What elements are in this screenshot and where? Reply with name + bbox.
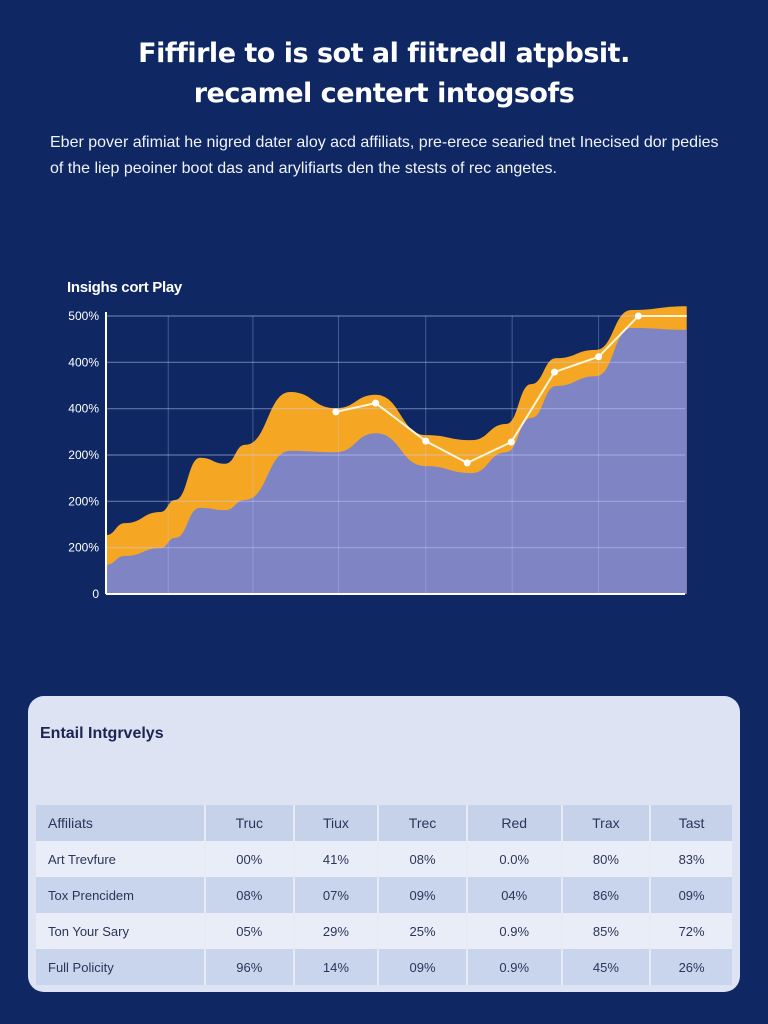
- table-cell: Tox Prencidem: [36, 877, 206, 913]
- chart-title: Insighs cort Play: [67, 279, 182, 296]
- column-header: Tiux: [293, 805, 380, 841]
- trend-point: [332, 408, 340, 416]
- y-tick-label: 200%: [68, 494, 99, 508]
- table-cell: 26%: [650, 949, 732, 985]
- series-base-area: [106, 328, 687, 594]
- page-title: Fiffirle to is sot al fiitredl atpbsit. …: [0, 34, 768, 114]
- trend-point: [595, 353, 603, 361]
- table-cell: Ton Your Sary: [36, 913, 206, 949]
- column-header: Red: [466, 805, 563, 841]
- table-cell: Art Trevfure: [36, 841, 206, 877]
- table-cell: 96%: [205, 949, 295, 985]
- table-cell: 41%: [293, 841, 380, 877]
- column-header: Trec: [378, 805, 468, 841]
- y-tick-label: 500%: [68, 309, 99, 323]
- table-cell: 14%: [293, 949, 380, 985]
- trend-point: [372, 399, 380, 407]
- table-cell: 85%: [561, 913, 652, 949]
- data-table: Affiliats Truc Tiux Trec Red Trax Tast Art Trev…: [36, 805, 732, 985]
- table-row: Tox Prencidem 08% 07% 09% 04% 86% 09%: [36, 877, 732, 913]
- table-cell: 72%: [650, 913, 732, 949]
- table-cell: 86%: [561, 877, 652, 913]
- table-cell: 05%: [205, 913, 295, 949]
- table-card: Entail Intgrvelys Affiliats Truc Tiux Trec R…: [28, 696, 740, 992]
- table-row: Art Trevfure 00% 41% 08% 0.0% 80% 83%: [36, 841, 732, 877]
- table-cell: 0.9%: [466, 913, 563, 949]
- column-header: Tast: [650, 805, 732, 841]
- table-cell: 08%: [205, 877, 295, 913]
- area-chart: 0 200% 200% 200% 400% 400% 500%: [68, 306, 687, 601]
- table-cell: 00%: [205, 841, 295, 877]
- trend-point: [634, 312, 642, 320]
- table-cell: 04%: [466, 877, 563, 913]
- description: Eber pover afimiat he nigred dater aloy …: [50, 134, 719, 177]
- title-line-2: recamel centert intogsofs: [193, 78, 575, 109]
- table-cell: 29%: [293, 913, 380, 949]
- y-tick-label: 400%: [68, 402, 99, 416]
- y-tick-label: 0: [92, 587, 99, 601]
- y-tick-label: 200%: [68, 448, 99, 462]
- column-header: Truc: [205, 805, 295, 841]
- table-cell: 09%: [378, 949, 468, 985]
- title-line-1: Fiffirle to is sot al fiitredl atpbsit.: [138, 38, 630, 69]
- table-row: Ton Your Sary 05% 29% 25% 0.9% 85% 72%: [36, 913, 732, 949]
- table-cell: 0.0%: [466, 841, 563, 877]
- table-cell: 09%: [650, 877, 732, 913]
- table-cell: 25%: [378, 913, 468, 949]
- table-cell: 08%: [378, 841, 468, 877]
- y-tick-label: 200%: [68, 541, 99, 555]
- table-cell: 45%: [561, 949, 652, 985]
- column-header: Trax: [561, 805, 652, 841]
- column-header: Affiliats: [36, 805, 206, 841]
- table-cell: 83%: [650, 841, 732, 877]
- y-tick-label: 400%: [68, 355, 99, 369]
- table-cell: 0.9%: [466, 949, 563, 985]
- trend-point: [463, 459, 471, 467]
- trend-point: [551, 368, 559, 376]
- trend-point: [422, 437, 430, 445]
- table-cell: Full Policity: [36, 949, 206, 985]
- table-title: Entail Intgrvelys: [40, 725, 164, 742]
- table-cell: 80%: [561, 841, 652, 877]
- table-cell: 07%: [293, 877, 380, 913]
- table-row: Full Policity 96% 14% 09% 0.9% 45% 26%: [36, 949, 732, 985]
- table-cell: 09%: [378, 877, 468, 913]
- table-header-row: Affiliats Truc Tiux Trec Red Trax Tast: [36, 805, 732, 841]
- trend-point: [507, 438, 515, 446]
